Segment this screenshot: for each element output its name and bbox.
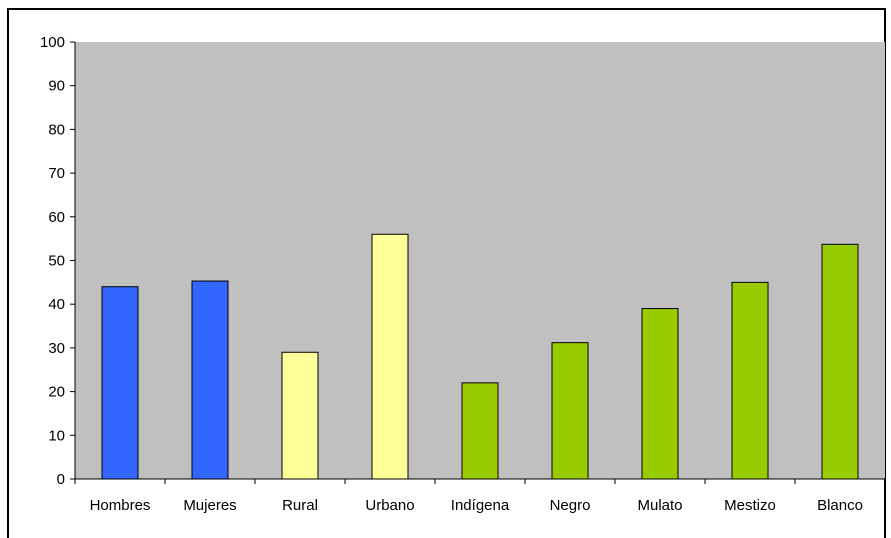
y-tick-label: 40: [48, 296, 65, 313]
x-category-label: Hombres: [90, 497, 151, 514]
x-category-label: Mulato: [637, 497, 682, 514]
bar-mestizo: [731, 281, 769, 480]
bar-mujeres: [191, 280, 229, 480]
y-tick-label: 0: [57, 471, 65, 488]
y-axis-ticks: 0 10 20 30 40 50 60 70 80 90 100: [40, 34, 75, 488]
y-tick-label: 30: [48, 340, 65, 357]
bar-rural: [281, 351, 319, 480]
y-tick-label: 50: [48, 253, 65, 270]
x-category-label: Urbano: [365, 497, 414, 514]
bar-blanco: [821, 243, 859, 480]
y-tick-label: 80: [48, 121, 65, 138]
bar-hombres: [101, 286, 139, 480]
bars-group: [101, 233, 859, 480]
y-tick-label: 20: [48, 384, 65, 401]
x-category-label: Mujeres: [183, 497, 236, 514]
x-axis-ticks: Hombres Mujeres Rural Urbano Indígena Negro Mu…: [74, 479, 886, 514]
bar-negro: [551, 342, 589, 480]
x-category-label: Indígena: [451, 497, 510, 514]
y-tick-label: 10: [48, 427, 65, 444]
x-category-label: Rural: [282, 497, 318, 514]
y-tick-label: 90: [48, 78, 65, 95]
x-category-label: Mestizo: [724, 497, 776, 514]
y-tick-label: 70: [48, 165, 65, 182]
x-category-label: Negro: [550, 497, 591, 514]
y-tick-label: 100: [40, 34, 65, 51]
bar-mulato: [641, 308, 679, 480]
y-tick-label: 60: [48, 209, 65, 226]
bar-indígena: [461, 382, 499, 480]
bar-urbano: [371, 233, 409, 480]
x-category-label: Blanco: [817, 497, 863, 514]
